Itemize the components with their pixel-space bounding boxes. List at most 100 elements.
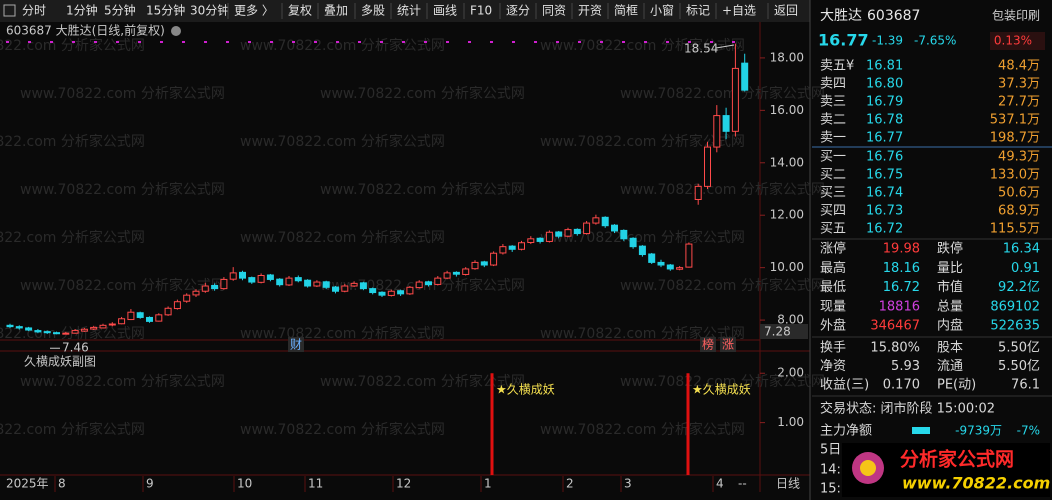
book-label: 卖三 [820, 95, 846, 110]
toolbar-button[interactable]: 15分钟 [146, 3, 185, 18]
book-volume: 133.0万 [990, 168, 1040, 183]
book-label: 卖五¥ [820, 59, 854, 74]
candle-body [146, 316, 153, 322]
stat-value: 0.91 [1011, 261, 1040, 276]
toolbar-button[interactable]: 1分钟 [66, 3, 98, 18]
chart-menu[interactable] [171, 26, 181, 36]
candle-body [592, 217, 600, 224]
panel-icon[interactable] [3, 4, 16, 17]
stat-label: 外盘 [820, 318, 846, 334]
toolbar-button[interactable]: 简框 [614, 4, 638, 18]
y-tick-label: 14.00 [770, 155, 804, 169]
toolbar-button[interactable]: 返回 [774, 4, 798, 18]
signal-dots [688, 41, 691, 43]
watermark: www.70822.com 分析家公式网 [540, 37, 745, 54]
stat-label: 股本 [937, 341, 963, 356]
event-marker-box[interactable] [288, 337, 304, 352]
event-marker-box[interactable] [700, 337, 716, 352]
toolbar-button[interactable]: 复权 [288, 4, 312, 18]
toolbar-button[interactable]: F10 [470, 4, 492, 18]
stat-label: 跌停 [937, 241, 963, 257]
candle-body [239, 271, 246, 279]
tail: 14: [820, 463, 841, 478]
signal-dots [446, 41, 449, 43]
book-label: 卖一 [820, 131, 846, 146]
toolbar-button[interactable]: 更多 〉 [234, 4, 274, 18]
signal-dots [72, 41, 75, 43]
stat-label: 流通 [937, 359, 963, 374]
watermark: www.70822.com 分析家公式网 [20, 181, 225, 198]
signal-dots [270, 41, 273, 43]
flow-label: 主力净额 [820, 424, 872, 439]
candle-body [285, 277, 293, 286]
toolbar-button[interactable]: 叠加 [324, 4, 348, 18]
candle-body [722, 115, 730, 132]
watermark: www.70822.com 分析家公式网 [0, 229, 145, 246]
toolbar-button[interactable]: 统计 [397, 4, 421, 18]
candle-body [34, 330, 42, 333]
stat-value: 346467 [870, 319, 920, 334]
toolbar-button[interactable]: 开资 [578, 4, 602, 18]
candle-body [471, 261, 479, 270]
event-marker[interactable]: 涨 [722, 337, 734, 352]
book-volume: 68.9万 [998, 204, 1040, 219]
stat-value: 19.98 [883, 242, 920, 257]
sector-box [990, 32, 1045, 50]
sector-pct: 0.13% [994, 34, 1032, 48]
toolbar-button[interactable]: +自选 [722, 4, 756, 18]
signal-dots [226, 41, 229, 43]
candle-body [341, 285, 349, 292]
candle-body [6, 324, 14, 328]
event-marker[interactable]: 财 [290, 338, 302, 352]
stock-name: 大胜达 [820, 8, 862, 24]
trade-status: 交易状态: 闭市阶段 15:00:02 [820, 401, 995, 417]
toolbar-button[interactable]: 小窗 [650, 4, 674, 18]
book-volume: 115.5万 [990, 222, 1040, 237]
stat-value: 15.80% [870, 341, 920, 356]
event-marker[interactable]: 榜 [702, 337, 714, 352]
toolbar-button[interactable]: 分时 [22, 4, 46, 18]
book-label: 买四 [820, 204, 846, 219]
book-price: 16.79 [866, 95, 903, 110]
candle-body [713, 115, 721, 148]
stat-label: 现量 [820, 299, 846, 314]
stat-label: 最低 [820, 280, 846, 295]
candle-body [164, 307, 172, 316]
candle-body [518, 242, 525, 250]
signal-dots [182, 41, 185, 43]
candle-body [583, 222, 591, 235]
y-tick-label: 8.00 [777, 313, 804, 327]
toolbar-button[interactable]: 标记 [686, 4, 710, 18]
book-price: 16.80 [866, 77, 903, 92]
watermark: www.70822.com 分析家公式网 [540, 133, 745, 150]
toolbar-button[interactable]: 逐分 [506, 4, 530, 18]
change-pct: -7.65% [914, 34, 956, 48]
book-volume: 198.7万 [990, 131, 1040, 146]
toolbar-button[interactable]: 画线 [433, 4, 457, 18]
signal-dots [732, 41, 735, 43]
stat-label: PE(动) [937, 378, 976, 393]
signal-dots [358, 41, 361, 43]
toolbar-button[interactable]: 同资 [542, 4, 566, 18]
signal-dots [710, 41, 713, 43]
watermark: www.70822.com 分析家公式网 [20, 373, 225, 390]
book-label: 买一 [820, 150, 846, 165]
stat-value: 16.72 [883, 280, 920, 295]
toolbar-button[interactable]: 多股 [361, 4, 385, 18]
book-price: 16.77 [866, 131, 903, 146]
candle-body [304, 279, 312, 287]
x-tick-label: 2025年 [6, 477, 49, 491]
event-marker-box[interactable] [720, 337, 736, 352]
candle-body [648, 253, 656, 263]
candle-body [90, 326, 98, 330]
sector[interactable]: 包装印刷 [992, 9, 1040, 23]
candle-body [601, 216, 609, 227]
watermark: www.70822.com 分析家公式网 [20, 85, 225, 102]
stat-value: 18816 [879, 299, 920, 314]
candle-body [480, 261, 488, 266]
toolbar-button[interactable]: 30分钟 [190, 3, 229, 18]
candle-body [666, 264, 674, 270]
toolbar-button[interactable]: 5分钟 [104, 3, 136, 18]
candle-body [71, 330, 79, 334]
